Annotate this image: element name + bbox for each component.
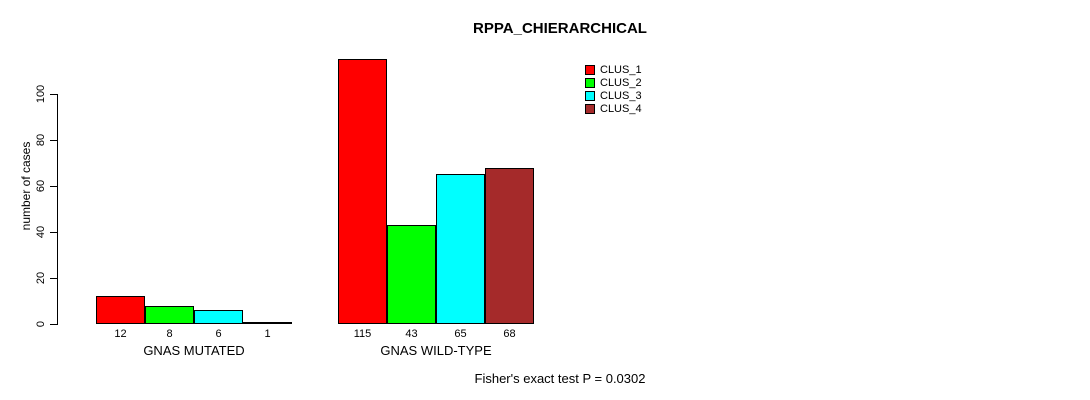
group-label-gnas-mutated: GNAS MUTATED — [143, 343, 245, 358]
bar-clus_4-group1 — [243, 322, 292, 324]
legend-swatch — [585, 91, 595, 101]
y-axis-tick — [50, 186, 57, 187]
bar-clus_3-group2 — [436, 174, 485, 324]
bar-clus_2-group2 — [387, 225, 436, 324]
legend-item-clus_4: CLUS_4 — [585, 103, 642, 115]
bar-value-label: 1 — [264, 328, 271, 340]
chart-title: RPPA_CHIERARCHICAL — [473, 20, 647, 37]
group-label-gnas-wild-type: GNAS WILD-TYPE — [380, 343, 492, 358]
bar-clus_2-group1 — [145, 306, 194, 324]
bar-clus_1-group1 — [96, 296, 145, 324]
legend-label: CLUS_1 — [600, 64, 642, 76]
legend-swatch — [585, 78, 595, 88]
legend: CLUS_1 CLUS_2 CLUS_3 CLUS_4 — [585, 64, 642, 115]
y-axis-tick-label: 60 — [35, 179, 47, 193]
y-axis-tick-label: 0 — [35, 320, 47, 328]
stat-annotation: Fisher's exact test P = 0.0302 — [474, 371, 646, 386]
bar-clus_1-group2 — [338, 59, 387, 324]
y-axis-tick-label: 80 — [35, 133, 47, 147]
bar-value-label: 8 — [166, 328, 173, 340]
y-axis-tick-label: 40 — [35, 225, 47, 239]
y-axis-tick — [50, 278, 57, 279]
bar-clus_3-group1 — [194, 310, 243, 324]
bar-value-label: 68 — [503, 328, 516, 340]
y-axis-tick — [50, 94, 57, 95]
legend-label: CLUS_3 — [600, 90, 642, 102]
legend-swatch — [585, 65, 595, 75]
y-axis-tick — [50, 140, 57, 141]
legend-item-clus_2: CLUS_2 — [585, 77, 642, 89]
legend-label: CLUS_4 — [600, 103, 642, 115]
legend-item-clus_3: CLUS_3 — [585, 90, 642, 102]
bar-clus_4-group2 — [485, 168, 534, 324]
bar-value-label: 6 — [215, 328, 222, 340]
legend-label: CLUS_2 — [600, 77, 642, 89]
legend-item-clus_1: CLUS_1 — [585, 64, 642, 76]
bar-value-label: 115 — [353, 328, 372, 340]
bar-value-label: 65 — [454, 328, 467, 340]
y-axis-title: number of cases — [19, 141, 33, 231]
y-axis-tick-label: 20 — [35, 271, 47, 285]
y-axis-tick-label: 100 — [35, 84, 47, 104]
y-axis-tick — [50, 324, 57, 325]
y-axis-tick — [50, 232, 57, 233]
legend-swatch — [585, 104, 595, 114]
bar-value-label: 12 — [114, 328, 127, 340]
y-axis-line — [57, 94, 58, 325]
bar-value-label: 43 — [405, 328, 418, 340]
